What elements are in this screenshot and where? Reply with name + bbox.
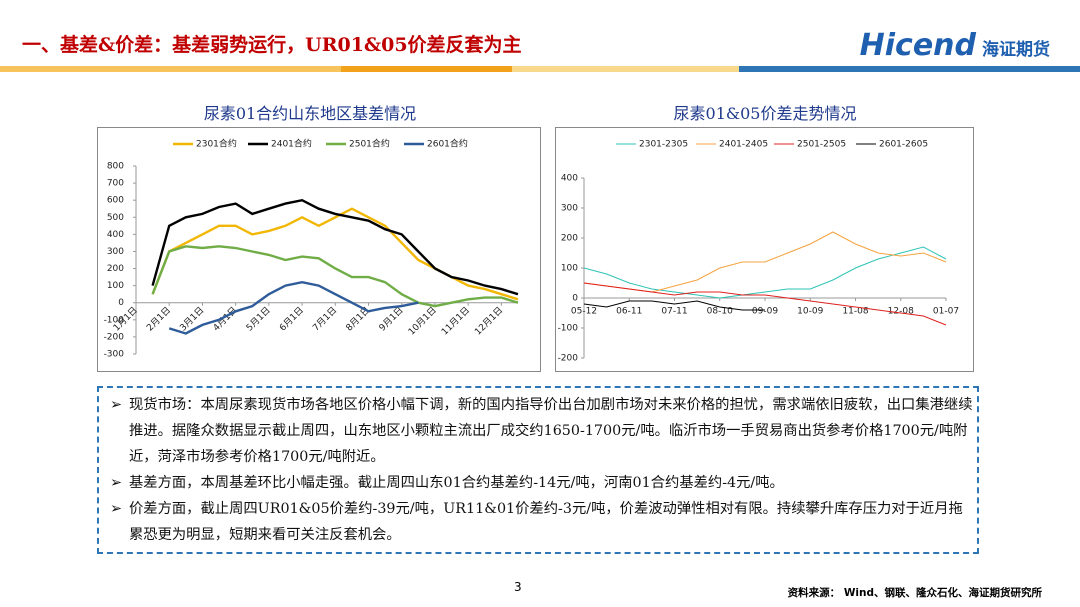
legend-label: 2401-2405: [719, 140, 768, 150]
y-tick-label: -100: [104, 315, 125, 325]
y-tick-label: 800: [107, 162, 124, 172]
y-tick-label: 100: [107, 281, 124, 291]
legend-label: 2601-2605: [879, 140, 928, 150]
logo: Hicend 海证期货: [860, 28, 1050, 63]
y-tick-label: 0: [118, 298, 124, 308]
legend-label: 2501合约: [349, 138, 390, 150]
x-tick-label: 5月1日: [244, 305, 273, 334]
y-tick-label: 300: [107, 247, 124, 257]
y-tick-label: -200: [104, 332, 125, 342]
y-tick-label: -200: [558, 354, 579, 364]
x-tick-label: 10-09: [797, 307, 823, 317]
chart: -300-200-10001002003004005006007008001月1…: [97, 127, 541, 372]
x-tick-label: 09-09: [752, 307, 778, 317]
logo-en: Hicend: [859, 28, 976, 63]
series-line: [583, 246, 947, 299]
x-tick-label: 2月1日: [145, 305, 174, 334]
series-line: [151, 198, 519, 296]
legend-label: 2501-2505: [797, 140, 846, 150]
x-tick-label: 07-11: [661, 307, 687, 317]
chart: -200 -100 0 100 200 300 400 05-12 06-11 07-11 08-1…: [555, 127, 974, 372]
x-tick-label: 01-07: [933, 307, 959, 317]
x-tick-label: 6月1日: [277, 305, 306, 334]
bullet-text: 基差方面，本周基差环比小幅走强。截止周四山东01合约基差约-14元/吨，河南01…: [129, 475, 784, 491]
text-box: ➢ 现货市场：本周尿素现货市场各地区价格小幅下调，新的国内指导价出台加剧市场对未来…: [97, 386, 979, 554]
header-stripe: [0, 66, 1080, 72]
y-tick-label: 400: [107, 230, 124, 240]
series-line: [583, 282, 947, 326]
legend-label: 2301-2305: [639, 140, 688, 150]
y-tick-label: 100: [561, 264, 578, 274]
series-line: [583, 300, 765, 311]
bullet: ➢ 价差方面，截止周四UR01&05价差约-39元/吨，UR11&01价差约-3元…: [103, 496, 975, 548]
x-tick-label: 12-08: [888, 307, 914, 317]
series-line: [151, 207, 519, 301]
x-tick-label: 06-11: [616, 307, 642, 317]
x-tick-label: 11-08: [842, 307, 868, 317]
x-tick-label: 05-12: [571, 307, 597, 317]
y-tick-label: 200: [107, 264, 124, 274]
x-tick-label: 12月1日: [473, 305, 506, 338]
chart-title: 尿素01合约山东地区基差情况: [203, 104, 417, 123]
y-tick-label: 600: [107, 196, 124, 206]
chart-title: 尿素01&05价差走势情况: [673, 104, 857, 123]
series-line: [168, 280, 419, 335]
x-tick-label: 4月1日: [211, 305, 240, 334]
y-tick-label: 0: [572, 294, 578, 304]
x-tick-label: 10月1日: [406, 305, 439, 338]
series-line: [151, 245, 519, 308]
legend-label: 2601合约: [427, 138, 468, 150]
y-tick-label: 400: [561, 174, 578, 184]
bullet-text: 现货市场：本周尿素现货市场各地区价格小幅下调，新的国内指导价出台加剧市场对未来价…: [129, 397, 973, 465]
legend-label: 2301合约: [196, 138, 237, 150]
source: 资料来源： Wind、钢联、隆众石化、海证期货研究所: [787, 587, 1042, 599]
y-tick-label: -100: [558, 324, 579, 334]
x-tick-label: 08-10: [707, 307, 733, 317]
x-tick-label: 8月1日: [344, 305, 373, 334]
y-tick-label: -300: [104, 350, 125, 360]
x-tick-label: 11月1日: [439, 305, 472, 338]
bullet-text: 价差方面，截止周四UR01&05价差约-39元/吨，UR11&01价差约-3元/…: [129, 501, 963, 543]
series-line: [583, 231, 947, 293]
bullet: ➢ 基差方面，本周基差环比小幅走强。截止周四山东01合约基差约-14元/吨，河南0…: [103, 470, 975, 496]
legend-label: 2401合约: [271, 138, 312, 150]
y-tick-label: 700: [107, 179, 124, 189]
logo-cn: 海证期货: [982, 40, 1050, 60]
bullet: ➢ 现货市场：本周尿素现货市场各地区价格小幅下调，新的国内指导价出台加剧市场对未来…: [103, 392, 975, 470]
x-tick-label: 7月1日: [311, 305, 340, 334]
y-tick-label: 300: [561, 204, 578, 214]
page-number: 3: [514, 580, 522, 594]
y-tick-label: 500: [107, 213, 124, 223]
slide-title: 一、基差&价差：基差弱势运行，UR01&05价差反套为主: [22, 34, 522, 56]
y-tick-label: 200: [561, 234, 578, 244]
